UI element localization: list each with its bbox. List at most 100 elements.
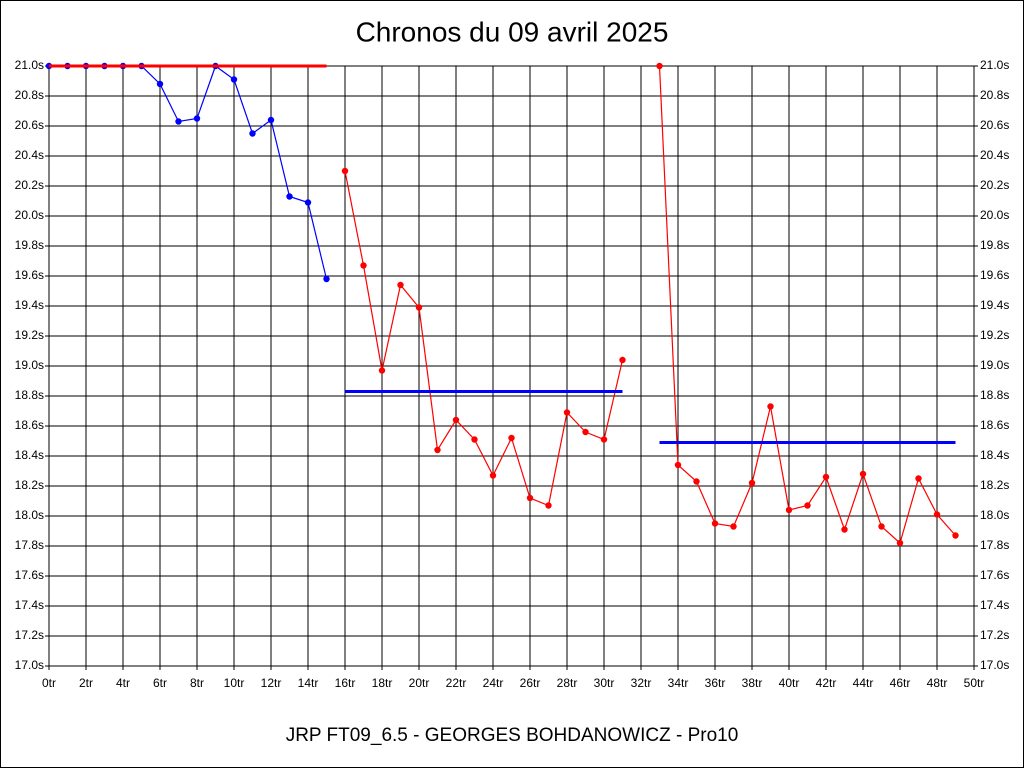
y2-tick-label: 17.6s (980, 568, 1009, 582)
x-tick-label: 26tr (520, 676, 541, 690)
y2-tick-label: 19.8s (980, 238, 1009, 252)
x-tick-label: 32tr (631, 676, 652, 690)
y-tick-label: 18.2s (15, 478, 44, 492)
data-line (344, 170, 624, 507)
data-point (730, 523, 737, 530)
x-tick-label: 24tr (483, 676, 504, 690)
x-tick-label: 8tr (190, 676, 204, 690)
data-point (156, 80, 164, 88)
data-point (286, 193, 293, 200)
y2-tick-label: 20.4s (980, 148, 1009, 162)
y2-tick-label: 19.0s (980, 358, 1009, 372)
data-point (193, 115, 201, 122)
x-tick-label: 4tr (116, 676, 130, 690)
data-point (933, 511, 941, 518)
x-tick-label: 10tr (224, 676, 245, 690)
y2-tick-label: 20.6s (980, 118, 1009, 132)
y-tick-label: 18.4s (15, 448, 44, 462)
y-tick-label: 19.2s (15, 328, 44, 342)
y-tick-label: 18.0s (15, 508, 44, 522)
x-tick-label: 22tr (446, 676, 467, 690)
x-tick-label: 28tr (557, 676, 578, 690)
x-tick-label: 36tr (705, 676, 726, 690)
x-tick-label: 12tr (261, 676, 282, 690)
y2-tick-label: 19.4s (980, 298, 1009, 312)
y-tick-label: 20.8s (15, 88, 44, 102)
y-tick-label: 17.2s (15, 628, 44, 642)
y2-tick-label: 17.8s (980, 538, 1009, 552)
y-tick-label: 20.2s (15, 178, 44, 192)
x-tick-label: 50tr (964, 676, 985, 690)
x-tick-label: 6tr (153, 676, 167, 690)
data-point (841, 526, 848, 533)
x-tick-label: 30tr (594, 676, 615, 690)
y-tick-label: 19.6s (15, 268, 44, 282)
data-point (230, 76, 238, 83)
y-tick-label: 19.0s (15, 358, 44, 372)
data-point (360, 262, 367, 269)
x-tick-label: 46tr (890, 676, 911, 690)
y-tick-label: 17.4s (15, 598, 44, 612)
y2-tick-label: 19.2s (980, 328, 1009, 342)
data-point (175, 118, 182, 125)
y-tick-label: 18.6s (15, 418, 44, 432)
data-point (341, 167, 349, 175)
data-point (471, 436, 478, 443)
y-tick-label: 20.4s (15, 148, 44, 162)
y2-tick-label: 17.2s (980, 628, 1009, 642)
x-tick-label: 48tr (927, 676, 948, 690)
footer: JRP FT09_6.5 - GEORGES BOHDANOWICZ - Pro… (286, 725, 739, 746)
data-point (674, 461, 682, 469)
data-point (545, 502, 552, 509)
y2-tick-label: 20.2s (980, 178, 1009, 192)
y-tick-label: 21.0s (15, 58, 44, 72)
y2-tick-label: 21.0s (980, 58, 1009, 72)
chart-title: Chronos du 09 avril 2025 (356, 16, 669, 47)
data-point (489, 472, 497, 479)
data-point (526, 494, 534, 502)
y2-tick-label: 18.4s (980, 448, 1009, 462)
x-tick-label: 38tr (742, 676, 763, 690)
data-point (748, 479, 756, 487)
y-tick-label: 20.0s (15, 208, 44, 222)
x-tick-label: 20tr (409, 676, 430, 690)
y2-tick-label: 19.6s (980, 268, 1009, 282)
data-point (822, 473, 830, 481)
data-point (656, 62, 663, 70)
data-point (619, 356, 626, 364)
y2-tick-label: 18.6s (980, 418, 1009, 432)
x-tick-label: 16tr (335, 676, 356, 690)
data-point (415, 304, 423, 311)
data-point (397, 281, 404, 289)
y2-tick-label: 20.8s (980, 88, 1009, 102)
x-tick-label: 18tr (372, 676, 393, 690)
plot-border (48, 65, 975, 667)
y2-tick-label: 18.0s (980, 508, 1009, 522)
data-point (859, 470, 867, 478)
x-tick-label: 2tr (79, 676, 93, 690)
x-tick-label: 42tr (816, 676, 837, 690)
data-point (323, 275, 330, 283)
data-point (249, 130, 256, 137)
data-point (711, 520, 719, 527)
y-tick-label: 17.0s (15, 658, 44, 672)
data-point (804, 502, 811, 509)
y-tick-label: 19.8s (15, 238, 44, 252)
x-tick-label: 14tr (298, 676, 319, 690)
data-point (582, 428, 589, 436)
y2-tick-label: 17.0s (980, 658, 1009, 672)
y2-tick-label: 20.0s (980, 208, 1009, 222)
x-tick-label: 0tr (42, 676, 56, 690)
x-tick-label: 34tr (668, 676, 689, 690)
data-point (452, 416, 460, 424)
data-point (434, 446, 441, 454)
data-point (896, 539, 904, 547)
y2-tick-label: 18.2s (980, 478, 1009, 492)
data-point (767, 403, 774, 410)
y-tick-label: 20.6s (15, 118, 44, 132)
y2-tick-label: 17.4s (980, 598, 1009, 612)
x-tick-label: 44tr (853, 676, 874, 690)
